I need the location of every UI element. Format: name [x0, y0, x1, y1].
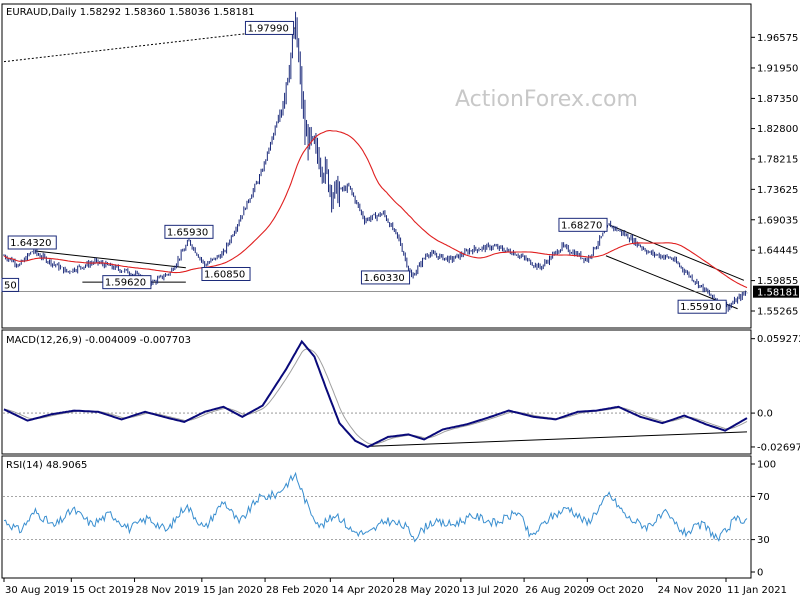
annotation-box-7	[677, 299, 727, 314]
x-axis: 30 Aug 2019 15 Oct 2019 28 Nov 2019 15 Jan …	[3, 578, 787, 596]
macd-header: MACD(12,26,9) -0.004009 -0.007703	[6, 335, 191, 346]
annotation-label-2: 1.59620	[105, 278, 146, 289]
rsi-tick-label-3: 0	[757, 568, 763, 579]
rsi-tick-label-0: 100	[757, 460, 776, 471]
price-trendline-3	[608, 224, 745, 281]
annotation-box-8	[1, 277, 20, 292]
x-tick-label-11: 11 Jan 2021	[727, 585, 787, 596]
annotation-label-0: 1.97990	[247, 23, 288, 34]
x-tick-label-2: 28 Nov 2019	[136, 585, 200, 596]
current-price-marker: 1.58181	[753, 285, 799, 299]
rsi-header: RSI(14) 48.9065	[6, 460, 87, 471]
annotation-box-0	[244, 20, 295, 35]
price-tick-label-1: 1.91950	[757, 63, 798, 74]
annotation-box-2	[102, 275, 152, 290]
annotation-box-1	[7, 235, 57, 250]
x-tick-label-0: 30 Aug 2019	[5, 585, 69, 596]
annotation-label-4: 1.65930	[167, 227, 208, 238]
rsi-line	[3, 471, 748, 543]
macd-axis-ticks: 0.059272 0.0 -0.026978	[751, 334, 800, 453]
price-trendline-1	[35, 250, 186, 269]
x-tick-label-9: 9 Oct 2020	[588, 585, 643, 596]
rsi-panel: RSI(14) 48.9065 100 70 30 0	[1, 455, 776, 579]
moving-average	[3, 129, 748, 289]
macd-tick-label-2: -0.026978	[757, 442, 800, 453]
watermark: ActionForex.com	[455, 87, 638, 112]
price-tick-label-8: 1.59855	[757, 276, 798, 287]
moving-average-line	[3, 129, 748, 289]
x-tick-label-3: 15 Jan 2020	[203, 585, 263, 596]
rsi-tick-label-1: 70	[757, 492, 770, 503]
price-tick-label-0: 1.96575	[757, 33, 798, 44]
price-tick-label-5: 1.73625	[757, 185, 798, 196]
rsi-tick-label-2: 30	[757, 535, 770, 546]
current-price-label: 1.58181	[757, 288, 798, 299]
price-tick-label-3: 1.82800	[757, 124, 798, 135]
macd-tick-label-0: 0.059272	[757, 334, 800, 345]
macd-panel: MACD(12,26,9) -0.004009 -0.007703 0.0592…	[1, 329, 800, 455]
rsi-polyline	[3, 471, 748, 543]
price-tick-label-4: 1.78215	[757, 154, 798, 165]
price-tick-label-6: 1.69035	[757, 215, 798, 226]
annotation-label-3: 1.60850	[204, 269, 245, 280]
x-tick-label-10: 24 Nov 2020	[658, 585, 722, 596]
price-header: EURAUD,Daily 1.58292 1.58360 1.58036 1.5…	[6, 7, 255, 18]
annotation-label-6: 1.68270	[561, 220, 602, 231]
macd-main-line	[3, 339, 748, 449]
x-tick-label-4: 28 Feb 2020	[266, 585, 328, 596]
macd-tick-label-1: 0.0	[757, 409, 773, 420]
rsi-panel-frame	[1, 455, 752, 579]
price-annotations: 1.97990 1.64320 1.59620 1.60850 1.65930 1.603…	[1, 20, 727, 314]
annotation-label-5: 1.60330	[363, 273, 404, 284]
price-tick-label-2: 1.87350	[757, 94, 798, 105]
annotation-box-3	[201, 266, 251, 281]
macd-lines	[3, 339, 748, 449]
x-tick-label-6: 28 May 2020	[395, 585, 460, 596]
annotation-label-7: 1.55910	[680, 302, 721, 313]
annotation-box-5	[360, 270, 411, 285]
macd-trendline	[367, 431, 748, 447]
rsi-levels	[3, 495, 750, 540]
x-tick-label-7: 13 Jul 2020	[462, 585, 519, 596]
x-tick-label-1: 15 Oct 2019	[72, 585, 134, 596]
price-panel: ActionForex.com EURAUD,Daily 1.58292 1.5…	[1, 3, 799, 329]
macd-panel-frame	[1, 329, 752, 455]
annotation-label-1: 1.64320	[10, 238, 51, 249]
annotation-label-8: 50	[4, 280, 17, 291]
x-tick-label-5: 14 Apr 2020	[331, 585, 393, 596]
price-tick-label-9: 1.55265	[757, 306, 798, 317]
rsi-axis-ticks: 100 70 30 0	[751, 460, 776, 579]
macd-trendline-0	[367, 431, 748, 447]
annotation-box-6	[558, 217, 608, 232]
price-axis-ticks: 1.96575 1.91950 1.87350 1.82800 1.78215 1.736…	[751, 33, 798, 317]
annotation-box-4	[164, 224, 214, 239]
current-price-box	[753, 285, 799, 298]
x-tick-label-8: 26 Aug 2020	[525, 585, 589, 596]
price-tick-label-7: 1.64445	[757, 246, 798, 257]
price-panel-frame	[1, 3, 752, 329]
